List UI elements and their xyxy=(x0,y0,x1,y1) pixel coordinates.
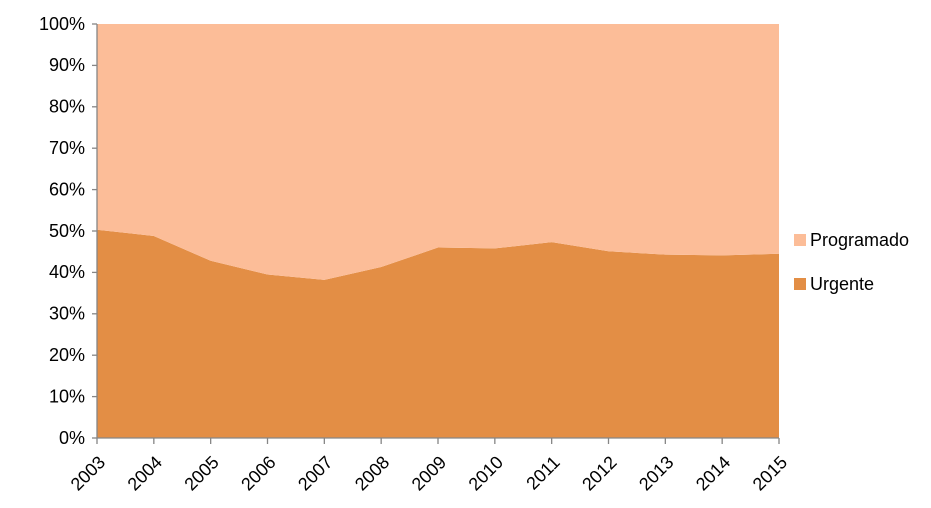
x-tick-label: 2013 xyxy=(635,452,677,494)
area xyxy=(97,24,779,280)
y-tick-label: 100% xyxy=(39,14,85,34)
x-tick-label: 2015 xyxy=(749,452,791,494)
x-tick-label: 2007 xyxy=(294,452,336,494)
legend-label: Programado xyxy=(810,230,909,250)
x-tick-label: 2009 xyxy=(408,452,450,494)
x-tick-label: 2012 xyxy=(578,452,620,494)
x-tick-label: 2008 xyxy=(351,452,393,494)
x-tick-label: 2010 xyxy=(465,452,507,494)
y-tick-label: 30% xyxy=(49,304,85,324)
y-tick-label: 50% xyxy=(49,221,85,241)
y-tick-label: 80% xyxy=(49,97,85,117)
y-tick-label: 70% xyxy=(49,138,85,158)
x-tick-label: 2004 xyxy=(124,452,166,494)
x-tick-label: 2014 xyxy=(692,452,734,494)
x-tick-label: 2011 xyxy=(522,452,564,494)
legend-swatch xyxy=(794,278,806,290)
x-tick-label: 2006 xyxy=(237,452,279,494)
y-tick-label: 60% xyxy=(49,179,85,199)
y-tick-label: 90% xyxy=(49,55,85,75)
legend-label: Urgente xyxy=(810,274,874,294)
legend-swatch xyxy=(794,234,806,246)
y-tick-label: 10% xyxy=(49,386,85,406)
y-tick-label: 0% xyxy=(59,428,85,448)
y-tick-label: 40% xyxy=(49,262,85,282)
x-tick-label: 2003 xyxy=(67,452,109,494)
x-tick-label: 2005 xyxy=(180,452,222,494)
area xyxy=(97,229,779,438)
y-tick-label: 20% xyxy=(49,345,85,365)
